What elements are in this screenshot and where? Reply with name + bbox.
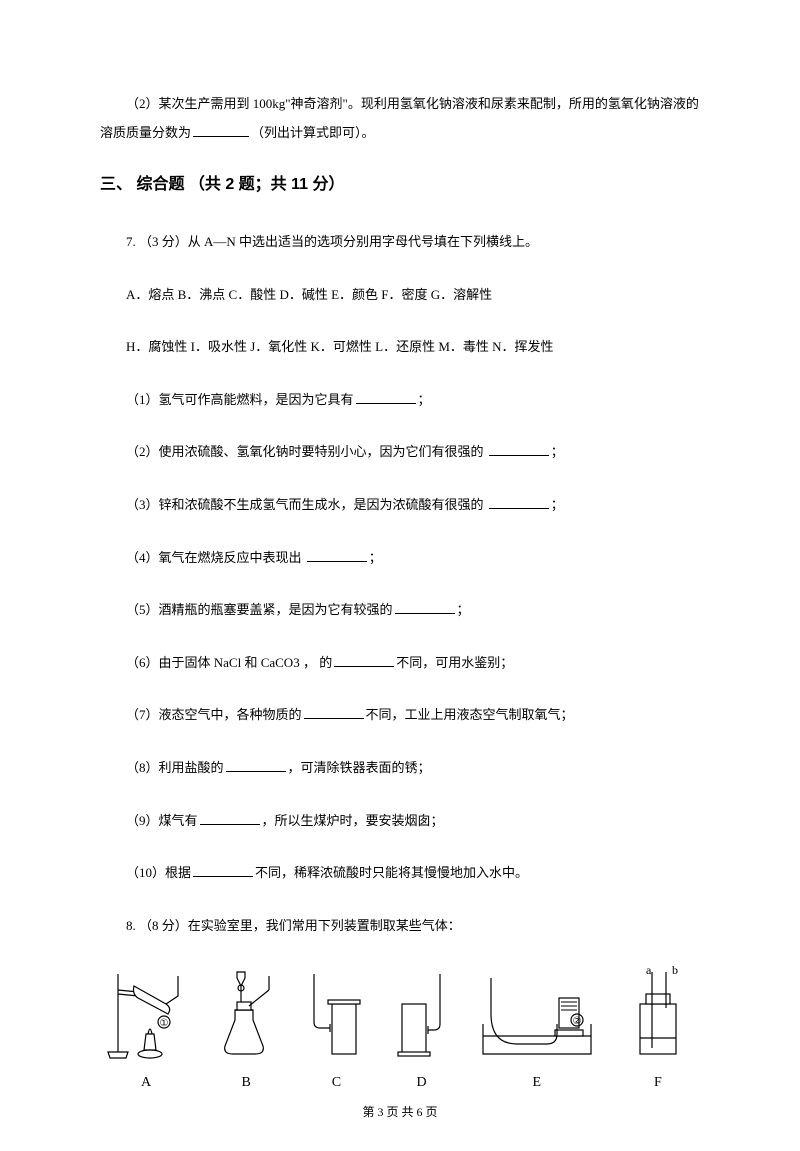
apparatus-c-svg [306,964,366,1064]
apparatus-e-svg: ② [477,964,597,1064]
circle-1-label: ① [160,1018,169,1029]
q7-8b-text: ，可清除铁器表面的锈； [288,760,431,775]
apparatus-a-svg: ① [106,964,186,1064]
blank-q7-4[interactable] [307,549,367,562]
tube-a-label: a [646,964,652,977]
q6-2-text: （2）某次生产需用到 100kg"神奇溶剂"。现利用氢氧化钠溶液和尿素来配制，所… [100,96,699,140]
q7-2: （2）使用浓硫酸、氢氧化钠时要特别小心，因为它们有很强的 ； [100,438,700,467]
label-e: E [532,1070,541,1095]
section-heading: 三、 综合题 （共 2 题；共 11 分） [100,171,700,200]
q8-intro: 8. （8 分）在实验室里，我们常用下列装置制取某些气体： [100,912,700,941]
q7-6b-text: 不同，可用水鉴别； [396,655,513,670]
q7-9: （9）煤气有 ，所以生煤炉时，要安装烟囱； [100,807,700,836]
apparatus-a: ① A [106,964,186,1095]
label-b: B [242,1070,251,1095]
q6-2-tail: （列出计算式即可）。 [251,125,375,140]
q7-8a-text: （8）利用盐酸的 [126,760,224,775]
q7-7: （7）液态空气中，各种物质的 不同，工业上用液态空气制取氧气； [100,701,700,730]
q7-10a-text: （10）根据 [126,865,191,880]
page-footer: 第 3 页 共 6 页 [0,1102,800,1124]
label-f: F [654,1070,662,1095]
q7-8: （8）利用盐酸的 ，可清除铁器表面的锈； [100,754,700,783]
blank-q7-5[interactable] [395,601,455,614]
q7-2-text: （2）使用浓硫酸、氢氧化钠时要特别小心，因为它们有很强的 [126,444,487,459]
q7-options-line2: H．腐蚀性 I．吸水性 J．氧化性 K．可燃性 L．还原性 M．毒性 N．挥发性 [100,333,700,362]
q7-7a-text: （7）液态空气中，各种物质的 [126,707,302,722]
semicolon: ； [369,550,382,565]
apparatus-c: C [306,964,366,1095]
apparatus-e: ② E [477,964,597,1095]
q7-options-line1: A．熔点 B．沸点 C．酸性 D．碱性 E．颜色 F．密度 G．溶解性 [100,281,700,310]
q7-9a-text: （9）煤气有 [126,813,198,828]
semicolon: ； [418,392,431,407]
blank-q7-7[interactable] [304,706,364,719]
label-d: D [417,1070,427,1095]
q7-10b-text: 不同，稀释浓硫酸时只能将其慢慢地加入水中。 [255,865,528,880]
q7-1-text: （1）氢气可作高能燃料，是因为它具有 [126,392,354,407]
semicolon: ； [551,497,564,512]
blank-q7-1[interactable] [356,391,416,404]
q7-5: （5）酒精瓶的瓶塞要盖紧，是因为它有较强的 ； [100,596,700,625]
q7-4-text: （4）氧气在燃烧反应中表现出 [126,550,305,565]
label-c: C [332,1070,341,1095]
q7-1: （1）氢气可作高能燃料，是因为它具有 ； [100,386,700,415]
label-a: A [141,1070,151,1095]
tube-b-label: b [672,964,678,977]
q7-7b-text: 不同，工业上用液态空气制取氧气； [366,707,574,722]
q7-5-text: （5）酒精瓶的瓶塞要盖紧，是因为它有较强的 [126,602,393,617]
apparatus-d-svg [392,964,452,1064]
apparatus-f: a b F [622,964,694,1095]
blank-q7-2[interactable] [489,443,549,456]
semicolon: ； [551,444,564,459]
apparatus-b: B [211,964,281,1095]
q7-intro: 7. （3 分）从 A—N 中选出适当的选项分别用字母代号填在下列横线上。 [100,228,700,257]
q7-6: （6）由于固体 NaCl 和 CaCO3 ， 的 不同，可用水鉴别； [100,649,700,678]
blank-q7-3[interactable] [489,496,549,509]
blank-q7-10[interactable] [193,864,253,877]
circle-2-label: ② [572,1016,581,1027]
q7-3-text: （3）锌和浓硫酸不生成氢气而生成水，是因为浓硫酸有很强的 [126,497,487,512]
apparatus-figure-row: ① A B [100,964,700,1095]
blank-q6-2[interactable] [193,124,249,137]
apparatus-f-svg: a b [622,964,694,1064]
q7-4: （4）氧气在燃烧反应中表现出 ； [100,544,700,573]
blank-q7-8[interactable] [226,759,286,772]
q7-9b-text: ，所以生煤炉时，要安装烟囱； [262,813,444,828]
apparatus-b-svg [211,964,281,1064]
q6-sub2: （2）某次生产需用到 100kg"神奇溶剂"。现利用氢氧化钠溶液和尿素来配制，所… [100,90,700,147]
blank-q7-9[interactable] [200,812,260,825]
semicolon: ； [457,602,470,617]
q7-10: （10）根据 不同，稀释浓硫酸时只能将其慢慢地加入水中。 [100,859,700,888]
blank-q7-6[interactable] [334,654,394,667]
q7-3: （3）锌和浓硫酸不生成氢气而生成水，是因为浓硫酸有很强的 ； [100,491,700,520]
apparatus-d: D [392,964,452,1095]
q7-6a-text: （6）由于固体 NaCl 和 CaCO3 ， 的 [126,655,332,670]
